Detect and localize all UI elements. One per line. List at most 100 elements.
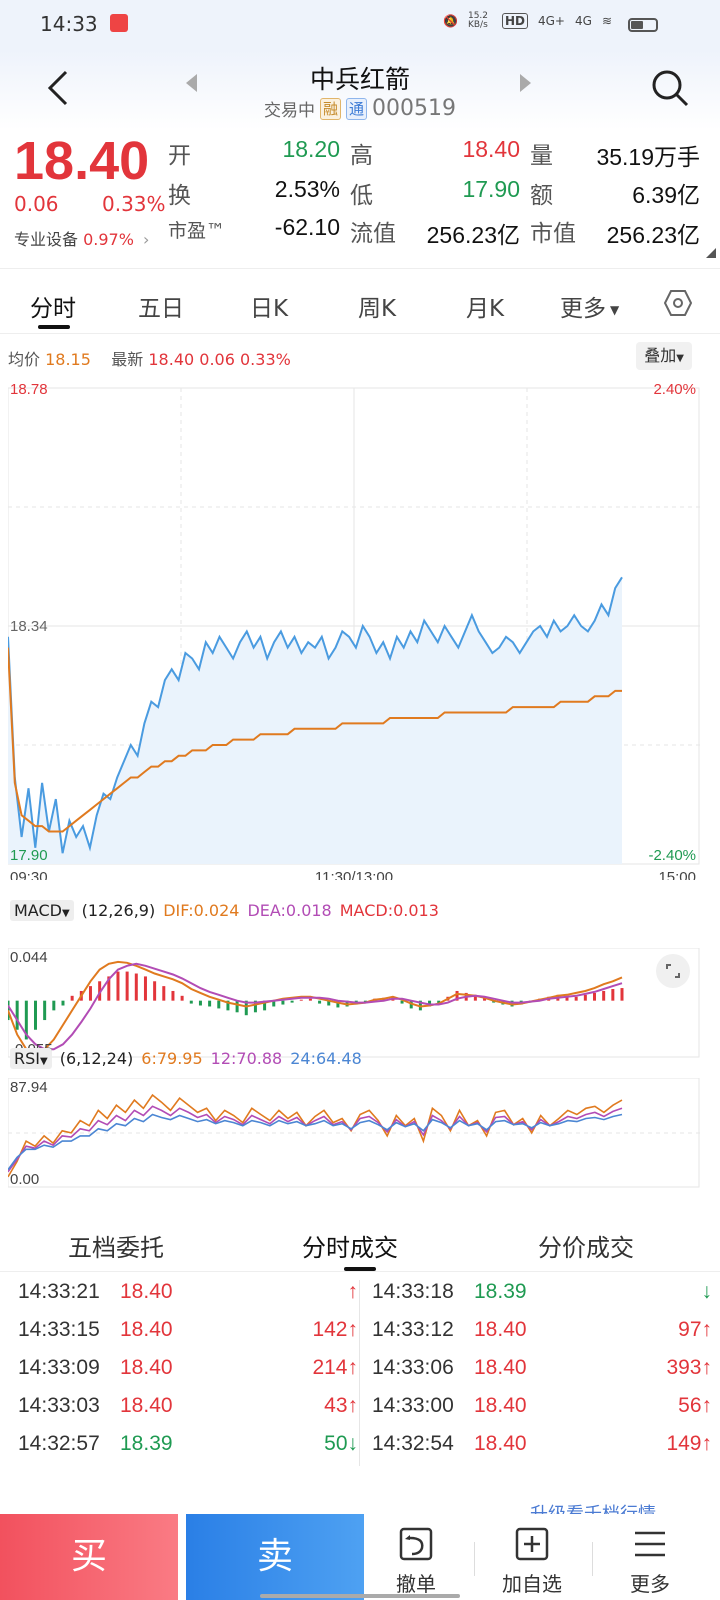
tab-more[interactable]: 更多 ▼ [560,289,619,323]
back-icon[interactable] [44,68,74,108]
wifi-icon: ≋ [601,14,612,28]
tab-monthly-k[interactable]: 月K [466,296,505,322]
current-price: 18.40 [14,131,150,191]
trade-price: 18.39 [474,1280,527,1303]
home-indicator [260,1594,460,1598]
rsi-6: 6:79.95 [141,1049,203,1068]
macd-dif: DIF:0.024 [163,901,240,920]
tab-weekly-k[interactable]: 周K [358,296,397,322]
arrow-up-icon: ↑ [701,1432,713,1455]
float-cap-value: 256.23亿 [426,222,520,248]
chart-info-row: 均价 18.15 最新 18.40 0.06 0.33% [8,346,291,370]
rsi-chart: 87.94 0.00 [7,1077,700,1188]
settings-icon[interactable] [664,289,692,317]
rsi-y-max: 87.94 [10,1079,48,1096]
tab-more-label: 更多 [560,296,606,322]
open-value: 18.20 [282,136,340,162]
macd-chart-svg: 0.044-0.055 [6,947,700,1058]
column-divider [359,1280,360,1466]
volume-label: 量 [530,143,553,169]
arrow-down-icon: ↓ [347,1432,359,1455]
trade-volume-value: 43 [324,1394,348,1417]
arrow-up-icon: ↑ [347,1356,359,1379]
rsi-header: RSI▼ (6,12,24) 6:79.95 12:70.88 24:64.48 [10,1048,362,1069]
sector-link[interactable]: 专业设备 0.97% › [14,226,149,250]
hd-icon: HD [501,13,528,29]
trade-time: 14:33:03 [18,1394,100,1417]
connect-tag: 通 [346,97,368,120]
overlay-button[interactable]: 叠加▼ [636,342,692,370]
dea-line [7,962,623,1051]
trade-volume: 142↑ [312,1318,358,1342]
tab-intraday[interactable]: 分时 [30,296,76,322]
tick-trades-list[interactable]: 14:33:21 18.40 ↑ 14:33:15 18.40 142↑ 14:33:09 1… [0,1272,720,1472]
trade-volume-value: 214 [312,1356,348,1379]
macd-params: (12,26,9) [81,901,156,920]
bottom-action-bar: 买 卖 撤单 加自选 更多 [0,1514,720,1600]
macd-chart: 0.044-0.055 [6,947,700,1058]
tab-five-day[interactable]: 五日 [138,296,184,322]
rsi-select[interactable]: RSI▼ [10,1048,52,1069]
arrow-up-icon: ↑ [701,1394,713,1417]
trade-row: 14:33:00 18.40 56↑ [372,1386,712,1425]
buy-button[interactable]: 买 [0,1514,178,1600]
trade-price: 18.40 [120,1394,173,1417]
trade-price: 18.40 [474,1394,527,1417]
upgrade-hint[interactable]: 升级看千档行情 [530,1500,656,1514]
macd-select-label: MACD [14,901,62,920]
rsi-6-line [7,1093,623,1178]
stock-code: 000519 [372,96,456,121]
quote-panel: 18.40 0.06 0.33% 专业设备 0.97% › 开 18.20 高 … [0,130,720,266]
next-stock-icon[interactable] [520,74,531,92]
stock-name: 中兵红箭 [309,65,410,94]
rsi-params: (6,12,24) [59,1049,134,1068]
stock-header: 中兵红箭 交易中 融 通 000519 [0,50,720,130]
cancel-order-button[interactable]: 撤单 [358,1514,474,1600]
tab-order-book[interactable]: 五档委托 [68,1234,164,1262]
trade-volume-value: 50 [324,1432,348,1455]
arrow-down-icon: ↓ [701,1280,713,1303]
trade-time: 14:33:06 [372,1356,454,1379]
macd-select[interactable]: MACD▼ [10,900,74,921]
add-watchlist-button[interactable]: 加自选 [474,1514,590,1600]
trade-volume: 56↑ [678,1394,712,1418]
y-tick-mid: 18.34 [10,618,48,635]
trade-row: 14:33:18 18.39 ↓ [372,1272,712,1311]
stock-subtitle: 交易中 融 通 000519 [0,96,720,121]
avg-value: 18.15 [45,350,91,369]
trade-volume-value: 56 [678,1394,702,1417]
trade-volume-value: 97 [678,1318,702,1341]
price-line [7,576,623,854]
trade-row: 14:33:03 18.40 43↑ [18,1386,358,1425]
caret-down-icon: ▼ [610,302,620,317]
x-tick-open: 09:30 [10,869,48,880]
macd-header: MACD▼ (12,26,9) DIF:0.024 DEA:0.018 MACD… [10,900,439,921]
trade-price: 18.40 [474,1318,527,1341]
intraday-chart[interactable]: 18.78 18.34 17.90 2.40% -2.40% 09:30 11:30/13:… [7,380,700,886]
rsi-select-label: RSI [14,1049,40,1068]
macd-y-max: 0.044 [10,949,48,966]
undo-icon [399,1527,433,1561]
expand-corner-icon[interactable] [706,248,716,258]
trade-volume: 149↑ [666,1432,712,1456]
tab-daily-k[interactable]: 日K [250,296,289,322]
float-cap-label: 流值 [350,221,396,247]
trade-volume: ↓ [702,1280,713,1304]
tab-tick-trades[interactable]: 分时成交 [302,1234,398,1262]
trade-row: 14:33:15 18.40 142↑ [18,1310,358,1349]
trade-state: 交易中 [263,101,315,121]
status-time: 14:33 [40,12,98,36]
prev-stock-icon[interactable] [186,74,197,92]
more-button[interactable]: 更多 [592,1514,708,1600]
tab-price-trades[interactable]: 分价成交 [538,1234,634,1262]
sell-button[interactable]: 卖 [186,1514,364,1600]
trade-volume: 393↑ [666,1356,712,1380]
search-icon[interactable] [650,68,690,108]
last-value: 18.40 [148,350,195,369]
pe-value: -62.10 [274,214,340,240]
trade-volume-value: 142 [312,1318,348,1341]
price-change-pct: 0.33% [102,192,166,216]
menu-icon [635,1531,665,1557]
fullscreen-icon[interactable] [656,954,690,988]
arrow-up-icon: ↑ [347,1280,359,1303]
